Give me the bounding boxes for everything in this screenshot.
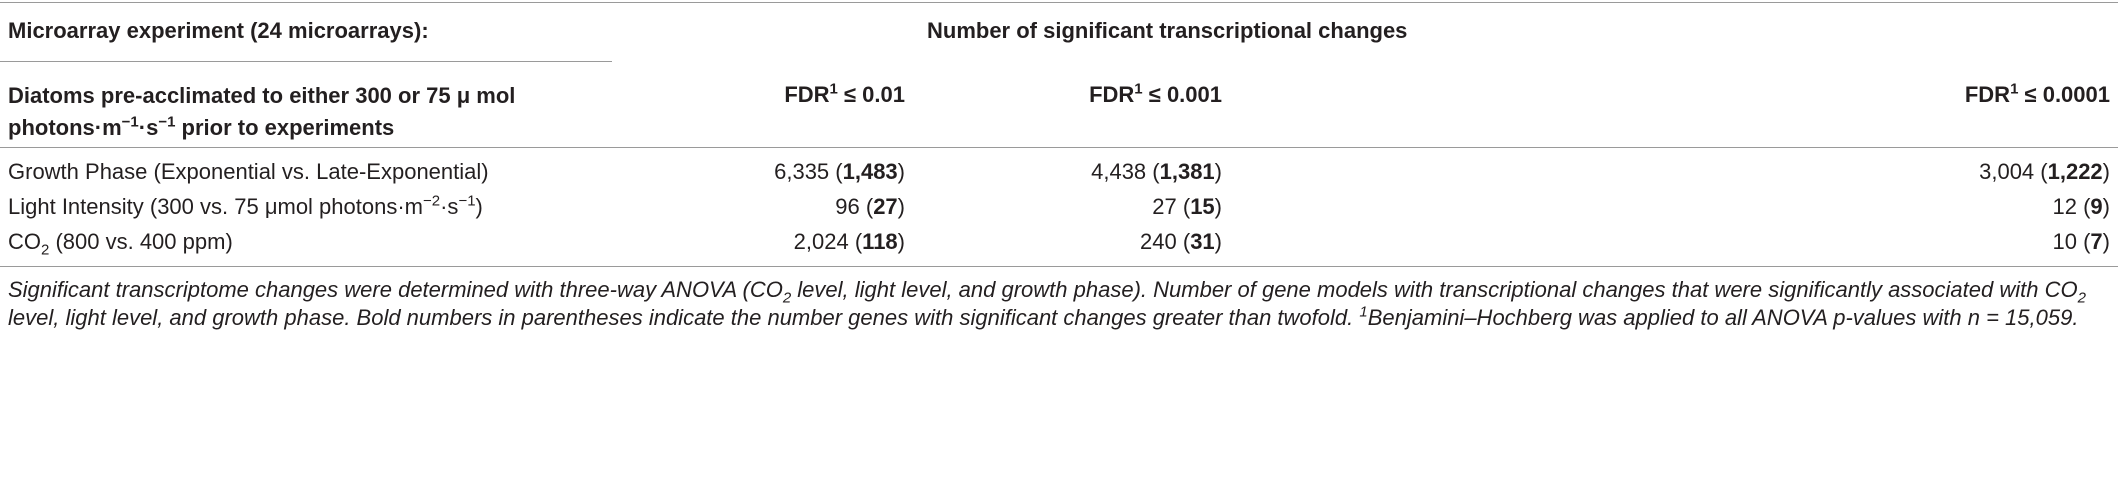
text: )	[897, 229, 905, 254]
text: ≤ 0.01	[837, 82, 905, 107]
sub: 2	[41, 241, 50, 259]
sup: 1	[1359, 303, 1368, 321]
sup: −1	[458, 192, 476, 210]
text: )	[897, 159, 905, 184]
text: )	[897, 194, 905, 219]
cell: 96 (27)	[835, 192, 905, 222]
cell: 12 (9)	[2053, 192, 2111, 222]
text: Growth Phase (Exponential vs. Late-Expon…	[8, 159, 489, 184]
sup: 1	[1134, 80, 1143, 98]
text: )	[1214, 194, 1222, 219]
row-label: Growth Phase (Exponential vs. Late-Expon…	[8, 157, 489, 187]
sub: 2	[2077, 289, 2086, 307]
text: level, light level, and growth phase. Bo…	[8, 305, 1360, 330]
text: Benjamini–Hochberg was applied to all AN…	[1367, 305, 2079, 330]
column-header: FDR1 ≤ 0.001	[1089, 80, 1222, 110]
footnote: Significant transcriptome changes were d…	[8, 276, 2112, 332]
text: prior to experiments	[175, 115, 395, 140]
text: 240 (	[1140, 229, 1191, 254]
column-header: FDR1 ≤ 0.0001	[1965, 80, 2110, 110]
cell: 240 (31)	[1140, 227, 1222, 257]
cell: 2,024 (118)	[794, 227, 905, 257]
text: ·s	[138, 115, 159, 140]
text: Significant transcriptome changes were d…	[8, 277, 783, 302]
text: )	[2102, 159, 2110, 184]
text: )	[1214, 229, 1222, 254]
group-label: Microarray experiment (24 microarrays):	[8, 18, 429, 43]
sup: 1	[2010, 80, 2019, 98]
text: FDR	[784, 82, 830, 107]
header-rule	[0, 147, 2118, 148]
text: )	[2102, 229, 2110, 254]
bold-count: 1,483	[842, 159, 898, 184]
row-label: Light Intensity (300 vs. 75 μmol photons…	[8, 192, 483, 222]
text: 3,004 (	[1979, 159, 2048, 184]
sup: 1	[829, 80, 838, 98]
sub: 2	[782, 289, 792, 307]
sup: −2	[423, 192, 441, 210]
text: Light Intensity (300 vs. 75 μmol photons…	[8, 194, 423, 219]
cell: 3,004 (1,222)	[1979, 157, 2110, 187]
cell: 4,438 (1,381)	[1091, 157, 1222, 187]
group-rule	[0, 61, 612, 62]
cell: 27 (15)	[1152, 192, 1222, 222]
cell: 6,335 (1,483)	[774, 157, 905, 187]
text: 2,024 (	[793, 229, 863, 254]
top-rule	[0, 2, 2118, 3]
text: level, light level, and growth phase). N…	[791, 277, 2078, 302]
row-header: Diatoms pre-acclimated to either 300 or …	[8, 80, 648, 144]
text: FDR	[1089, 82, 1135, 107]
text: )	[475, 194, 483, 219]
text: 27 (	[1152, 194, 1191, 219]
text: (800 vs. 400 ppm)	[49, 229, 233, 254]
text: 6,335 (	[774, 159, 843, 184]
column-header: FDR1 ≤ 0.01	[784, 80, 905, 110]
text: 12 (	[2052, 194, 2091, 219]
bold-count: 27	[873, 194, 898, 219]
text: FDR	[1964, 82, 2011, 107]
bottom-rule	[0, 266, 2118, 267]
text: 96 (	[835, 194, 874, 219]
bold-count: 118	[862, 229, 898, 254]
cell: 10 (7)	[2053, 227, 2111, 257]
text: 4,438 (	[1091, 159, 1160, 184]
text: ≤ 0.001	[1142, 82, 1222, 107]
text: ·s	[440, 194, 459, 219]
bold-count: 15	[1190, 194, 1215, 219]
bold-count: 9	[2090, 194, 2103, 219]
text: )	[2102, 194, 2110, 219]
text: )	[1214, 159, 1222, 184]
text: CO	[8, 229, 41, 254]
bold-count: 31	[1190, 229, 1215, 254]
bold-count: 1,381	[1159, 159, 1215, 184]
bold-count: 7	[2090, 229, 2103, 254]
row-label: CO2 (800 vs. 400 ppm)	[8, 227, 233, 257]
sup: −1	[121, 113, 139, 131]
text: 10 (	[2052, 229, 2091, 254]
text: ≤ 0.0001	[2018, 82, 2110, 107]
sup: −1	[158, 113, 176, 131]
text: Diatoms pre-acclimated to either 300 or …	[8, 83, 516, 140]
bold-count: 1,222	[2047, 159, 2103, 184]
group-title: Number of significant transcriptional ch…	[927, 18, 1408, 43]
